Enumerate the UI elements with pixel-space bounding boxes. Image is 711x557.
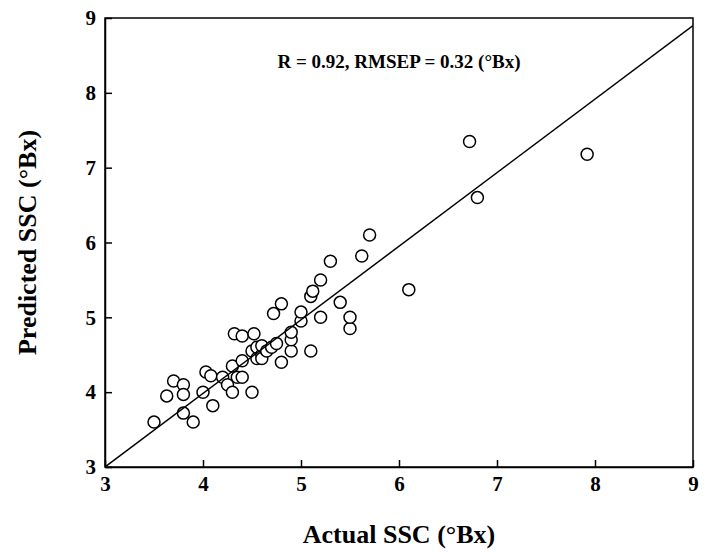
tick: 8 [86, 81, 113, 105]
point [307, 285, 319, 297]
point [403, 284, 415, 296]
tick: 7 [86, 156, 113, 180]
tick-mark [301, 460, 303, 467]
x-axis: 3 4 5 6 7 8 9 [100, 460, 699, 496]
point [236, 371, 248, 383]
x-axis-title: Actual SSC (°Bx) [303, 520, 495, 549]
point [364, 229, 376, 241]
tick-label: 7 [492, 472, 503, 496]
tick-label: 8 [86, 81, 97, 105]
plot-frame [105, 18, 693, 467]
chart: 3 4 5 6 7 8 9 3 4 5 6 7 8 9 R = 0.92, RMSEP = 0.32 (°B… [0, 0, 711, 557]
point [305, 345, 317, 357]
point [271, 338, 283, 350]
annotation: R = 0.92, RMSEP = 0.32 (°Bx) [277, 51, 520, 73]
tick: 4 [86, 380, 113, 404]
y-axis-title: Predicted SSC (°Bx) [13, 130, 42, 355]
tick-label: 8 [590, 472, 601, 496]
tick-label: 9 [688, 472, 699, 496]
point [177, 388, 189, 400]
point [315, 311, 327, 323]
tick: 5 [86, 306, 113, 330]
tick-label: 7 [86, 156, 97, 180]
tick: 8 [590, 460, 601, 496]
tick-label: 5 [86, 306, 97, 330]
tick-label: 3 [100, 472, 111, 496]
tick: 5 [296, 460, 307, 496]
tick-mark [105, 18, 112, 20]
point [471, 192, 483, 204]
tick-mark [105, 317, 112, 319]
tick-mark [595, 460, 597, 467]
point [315, 274, 327, 286]
tick: 6 [86, 231, 113, 255]
tick-mark [399, 460, 401, 467]
point [246, 386, 258, 398]
tick-label: 6 [394, 472, 405, 496]
marks [105, 25, 693, 467]
point [464, 135, 476, 147]
point [275, 356, 287, 368]
tick-mark [105, 242, 112, 244]
point [187, 416, 199, 428]
tick-label: 5 [296, 472, 307, 496]
tick: 4 [198, 460, 209, 496]
point [581, 148, 593, 160]
point [344, 311, 356, 323]
tick-mark [693, 460, 695, 467]
point [324, 255, 336, 267]
tick-mark [105, 392, 112, 394]
tick: 9 [688, 460, 699, 496]
point [344, 323, 356, 335]
tick-label: 9 [86, 6, 97, 30]
point [226, 386, 238, 398]
plot: 3 4 5 6 7 8 9 3 4 5 6 7 8 9 [86, 6, 699, 496]
fit-line [105, 25, 693, 467]
point [275, 298, 287, 310]
tick-label: 4 [86, 380, 97, 404]
tick: 9 [86, 6, 113, 30]
tick-label: 4 [198, 472, 209, 496]
point [334, 296, 346, 308]
tick: 7 [492, 460, 503, 496]
point [207, 400, 219, 412]
y-axis: 3 4 5 6 7 8 9 [86, 6, 113, 479]
tick-mark [497, 460, 499, 467]
tick: 3 [86, 455, 113, 479]
point [236, 330, 248, 342]
point [161, 390, 173, 402]
tick-mark [105, 167, 112, 169]
point [248, 328, 260, 340]
tick-mark [105, 93, 112, 95]
tick-label: 6 [86, 231, 97, 255]
point [285, 345, 297, 357]
tick-mark [203, 460, 205, 467]
point [356, 250, 368, 262]
tick-label: 3 [86, 455, 97, 479]
tick: 6 [394, 460, 405, 496]
point [205, 370, 217, 382]
